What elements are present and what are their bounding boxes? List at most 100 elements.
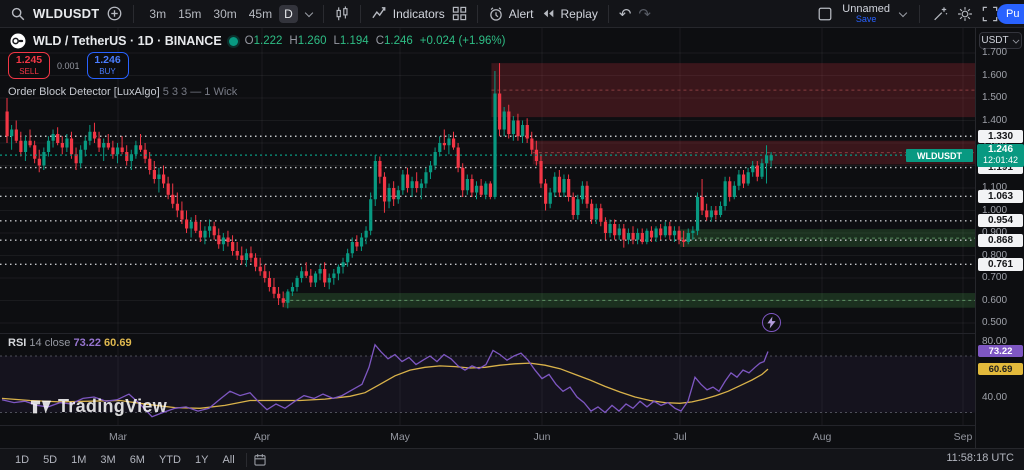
level-price-label: 0.868 xyxy=(978,233,1023,247)
layout-name-label: Unnamed xyxy=(842,2,890,15)
price-tick: 1.000 xyxy=(982,204,1008,216)
date-range-group: 1D 5D 1M 3M 6M YTD 1Y All xyxy=(0,453,240,467)
price-tick: 1.400 xyxy=(982,114,1008,126)
symbol-search-input[interactable]: WLDUSDT xyxy=(33,6,100,21)
range-1y[interactable]: 1Y xyxy=(194,453,209,466)
layout-name-button[interactable]: Unnamed Save xyxy=(842,2,890,24)
toolbar-separator xyxy=(607,4,609,23)
price-tick: 0.700 xyxy=(982,272,1008,283)
toolbar-separator xyxy=(476,4,478,23)
pane-divider[interactable] xyxy=(0,333,1024,334)
symbol-title[interactable]: WLD / TetherUS · 1D · BINANCE xyxy=(33,34,222,48)
interval-30m[interactable]: 30m xyxy=(213,6,237,21)
ohlc-l: L1.194 xyxy=(333,35,369,47)
alert-button[interactable]: Alert xyxy=(488,6,533,22)
month-label-mar: Mar xyxy=(108,431,128,443)
ohlc-c: C1.246 xyxy=(375,35,413,47)
level-price-label: 1.063 xyxy=(978,189,1023,203)
ohlc-h: H1.260 xyxy=(289,35,327,47)
price-tick: 0.500 xyxy=(982,317,1008,328)
buy-button[interactable]: 1.246 BUY xyxy=(86,52,129,79)
layout-chevron-down-icon[interactable] xyxy=(899,10,907,18)
clock-timezone-button[interactable]: 11:58:18 UTC xyxy=(946,452,1014,464)
candlestick-series xyxy=(5,63,773,309)
range-all[interactable]: All xyxy=(222,453,235,466)
range-1m[interactable]: 1M xyxy=(71,453,87,466)
price-line-symbol-tag: WLDUSDT xyxy=(906,149,973,162)
currency-toggle-button[interactable]: USDT xyxy=(979,32,1022,49)
time-axis[interactable]: Mar Apr May Jun Jul Aug Sep xyxy=(0,425,1024,448)
range-6m[interactable]: 6M xyxy=(129,453,145,466)
rsi-ma-value: 60.69 xyxy=(104,337,132,349)
rsi-indicator-title[interactable]: RSI 14 close 73.22 60.69 xyxy=(8,337,132,349)
save-link[interactable]: Save xyxy=(855,13,877,24)
month-label-apr: Apr xyxy=(253,431,271,443)
toolbar-separator xyxy=(322,4,324,23)
price-tick: 1.500 xyxy=(982,92,1008,103)
bottom-separator xyxy=(245,452,247,467)
price-tick: 1.100 xyxy=(982,182,1008,193)
month-label-jul: Jul xyxy=(673,431,687,443)
sell-label: SELL xyxy=(19,66,39,76)
sell-button[interactable]: 1.245 SELL xyxy=(8,52,50,79)
lightning-trade-icon[interactable] xyxy=(762,313,781,332)
interval-d[interactable]: D xyxy=(279,4,298,23)
range-3m[interactable]: 3M xyxy=(100,453,116,466)
search-icon[interactable] xyxy=(10,6,26,22)
interval-3m[interactable]: 3m xyxy=(149,6,167,21)
wld-logo-icon xyxy=(10,33,26,49)
range-1d[interactable]: 1D xyxy=(15,453,30,466)
trade-widget: 1.245 SELL 0.001 1.246 BUY xyxy=(8,52,129,79)
month-label-sep: Sep xyxy=(953,431,973,443)
rsi-params: 14 close xyxy=(29,337,71,349)
redo-icon[interactable]: ↷ xyxy=(638,5,651,23)
indicator-params: 5 3 3 — 1 Wick xyxy=(162,86,238,98)
currency-label: USDT xyxy=(981,35,1009,46)
level-price-label: 1.330 xyxy=(978,129,1023,143)
alarm-clock-icon xyxy=(488,6,504,22)
range-5d[interactable]: 5D xyxy=(43,453,58,466)
range-ytd[interactable]: YTD xyxy=(158,453,181,466)
fullscreen-icon[interactable] xyxy=(982,6,998,22)
chart-canvas[interactable] xyxy=(0,0,975,470)
price-axis[interactable]: USDT 1.7001.6001.5001.4001.3001.1001.000… xyxy=(975,28,1024,448)
undo-icon[interactable]: ↶ xyxy=(618,5,632,23)
price-tick: 1.700 xyxy=(982,47,1008,58)
settings-gear-icon[interactable] xyxy=(957,6,973,22)
goto-date-calendar-icon[interactable] xyxy=(253,453,267,467)
interval-15m[interactable]: 15m xyxy=(178,6,202,21)
rsi-value: 73.22 xyxy=(73,337,101,349)
rsi-tick: 40.00 xyxy=(982,392,1008,404)
layout-grid-icon[interactable] xyxy=(452,6,467,21)
replay-icon xyxy=(540,6,555,21)
rsi-value-label: 73.22 xyxy=(978,345,1023,358)
order-block-indicator-title[interactable]: Order Block Detector [LuxAlgo] 5 3 3 — 1… xyxy=(8,86,237,98)
publish-button[interactable]: Pu xyxy=(997,4,1024,24)
rsi-ma-value-label: 60.69 xyxy=(978,363,1023,376)
replay-button[interactable]: Replay xyxy=(540,6,598,21)
candle-style-icon[interactable] xyxy=(334,5,350,22)
compare-add-icon[interactable] xyxy=(106,5,123,22)
interval-45m[interactable]: 45m xyxy=(248,6,273,21)
level-price-label: 0.954 xyxy=(978,214,1023,228)
change-value: +0.024 (+1.96%) xyxy=(419,35,506,47)
magic-wand-icon[interactable] xyxy=(932,6,948,22)
buy-price: 1.246 xyxy=(94,53,121,66)
interval-chevron-down-icon[interactable] xyxy=(305,10,313,18)
indicators-icon xyxy=(371,5,388,22)
buy-label: BUY xyxy=(99,66,116,76)
price-tick: 0.600 xyxy=(982,294,1008,306)
price-tick: 0.800 xyxy=(982,249,1008,261)
ohlc-values: O1.222 H1.260 L1.194 C1.246 +0.024 (+1.96%) xyxy=(245,35,506,47)
price-tick: 0.900 xyxy=(982,227,1008,238)
spread-value: 0.001 xyxy=(57,60,80,71)
indicators-button[interactable]: Indicators xyxy=(371,5,445,22)
price-tick: 1.600 xyxy=(982,69,1008,81)
month-label-jun: Jun xyxy=(533,431,551,443)
currency-chevron-down-icon xyxy=(1012,37,1018,43)
layout-square-icon[interactable] xyxy=(817,6,833,22)
level-price-label: 0.761 xyxy=(978,257,1023,271)
watermark-text: TradingView xyxy=(58,396,167,416)
bottom-toolbar: 1D 5D 1M 3M 6M YTD 1Y All 11:58:18 UTC xyxy=(0,448,1024,470)
toolbar-separator xyxy=(359,4,361,23)
